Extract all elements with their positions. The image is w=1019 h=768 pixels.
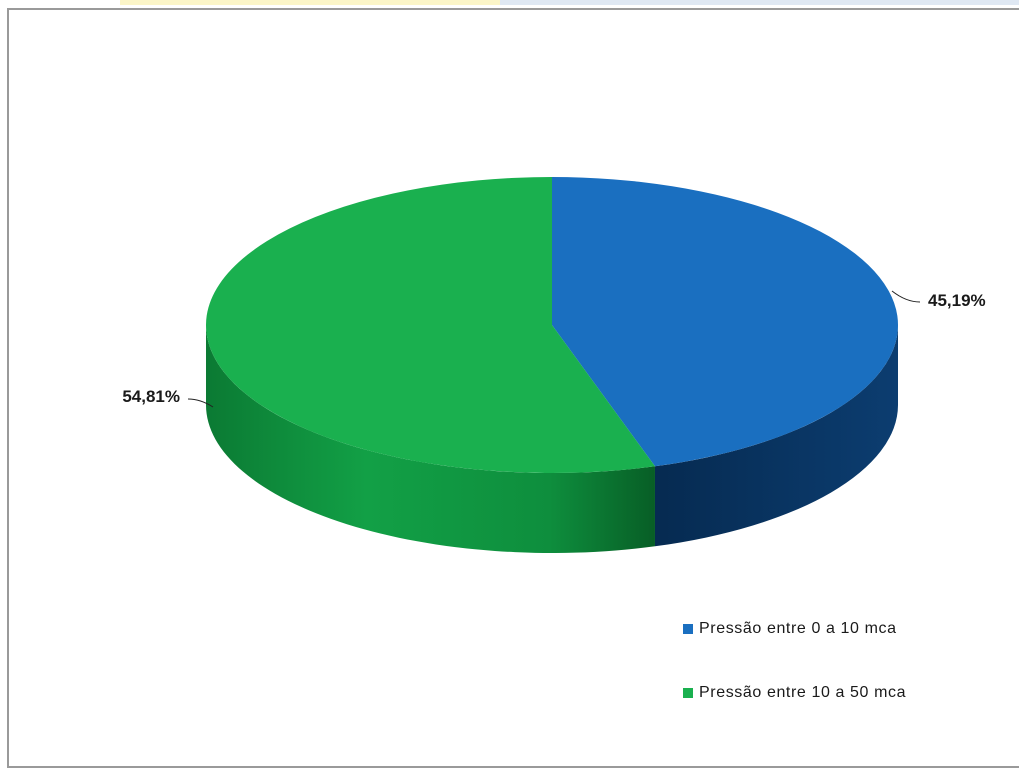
legend-item-0: Pressão entre 0 a 10 mca	[683, 618, 1013, 640]
leader-line-1	[187, 398, 214, 408]
pie-chart: 45,19% 54,81%	[122, 177, 986, 553]
legend: Pressão entre 0 a 10 mca Pressão entre 1…	[683, 618, 1013, 746]
top-strip-right	[500, 0, 1019, 5]
legend-label-1: Pressão entre 10 a 50 mca	[699, 684, 907, 701]
pie-side-1	[206, 325, 655, 553]
pie-slice-1	[206, 177, 655, 473]
data-label-1: 54,81%	[122, 387, 180, 406]
legend-label-0: Pressão entre 0 a 10 mca	[699, 620, 897, 637]
pie-side-0	[654, 325, 899, 547]
pie-slice-0	[552, 177, 899, 467]
legend-swatch-1	[683, 688, 693, 698]
leader-line-0	[891, 290, 921, 303]
top-strip	[0, 0, 1019, 6]
legend-swatch-0	[683, 624, 693, 634]
data-label-0: 45,19%	[928, 291, 986, 310]
legend-item-1: Pressão entre 10 a 50 mca	[683, 682, 1013, 704]
top-strip-left	[120, 0, 500, 5]
